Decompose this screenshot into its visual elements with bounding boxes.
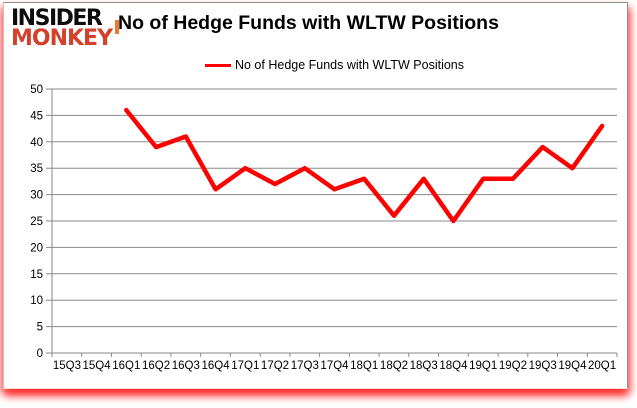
x-axis-label: 17Q3 [291,360,319,372]
y-axis-label: 5 [37,322,43,334]
logo-text-monkey: MONKEY [11,26,113,52]
y-axis-label: 30 [30,190,43,202]
y-axis-label: 45 [30,110,43,122]
x-axis-label: 19Q3 [529,360,557,372]
x-axis-label: 16Q2 [142,360,170,372]
insider-monkey-logo: INSIDER MONKEY [11,6,113,52]
x-axis-label: 17Q4 [320,360,349,372]
logo-tail-mark [115,20,119,34]
chart-card: 0 5 10 15 20 25 30 35 40 45 50 15Q3 15Q4 16Q1 16Q2 16Q3… [3,2,628,389]
x-axis-label: 17Q2 [261,360,289,372]
x-axis-label: 19Q4 [558,360,587,372]
y-axis-label: 20 [30,242,43,254]
y-axis-label: 15 [30,269,43,281]
x-axis-label: 18Q2 [380,360,408,372]
x-axis-label: 15Q4 [83,360,112,372]
x-axis-label: 19Q2 [499,360,527,372]
x-axis-label: 15Q3 [53,360,81,372]
x-axis-label: 16Q1 [112,360,140,372]
x-axis-label: 18Q3 [410,360,438,372]
series-line [124,107,605,224]
y-axis-label: 0 [37,348,43,360]
x-axis-label: 16Q4 [202,360,231,372]
legend-label: No of Hedge Funds with WLTW Positions [234,58,465,72]
x-axis-label: 18Q4 [439,360,468,372]
y-axis-label: 50 [30,84,43,96]
x-axis-label: 19Q1 [469,360,497,372]
y-axis-label: 35 [30,163,43,175]
line-chart: 0 5 10 15 20 25 30 35 40 45 50 15Q3 15Q4 16Q1 16Q2 16Q3… [30,84,618,372]
y-axis-label: 10 [30,295,43,307]
x-axis-label: 20Q1 [588,360,616,372]
y-axis-label: 25 [30,216,43,228]
y-axis-label: 40 [30,137,43,149]
chart-title: No of Hedge Funds with WLTW Positions [118,12,499,34]
legend-line-swatch [204,63,231,67]
x-axis-label: 16Q3 [172,360,200,372]
chart-legend: No of Hedge Funds with WLTW Positions [52,58,617,72]
x-axis-label: 17Q1 [231,360,259,372]
x-axis-label: 18Q1 [350,360,378,372]
logo-text-insider: INSIDER [11,6,103,31]
